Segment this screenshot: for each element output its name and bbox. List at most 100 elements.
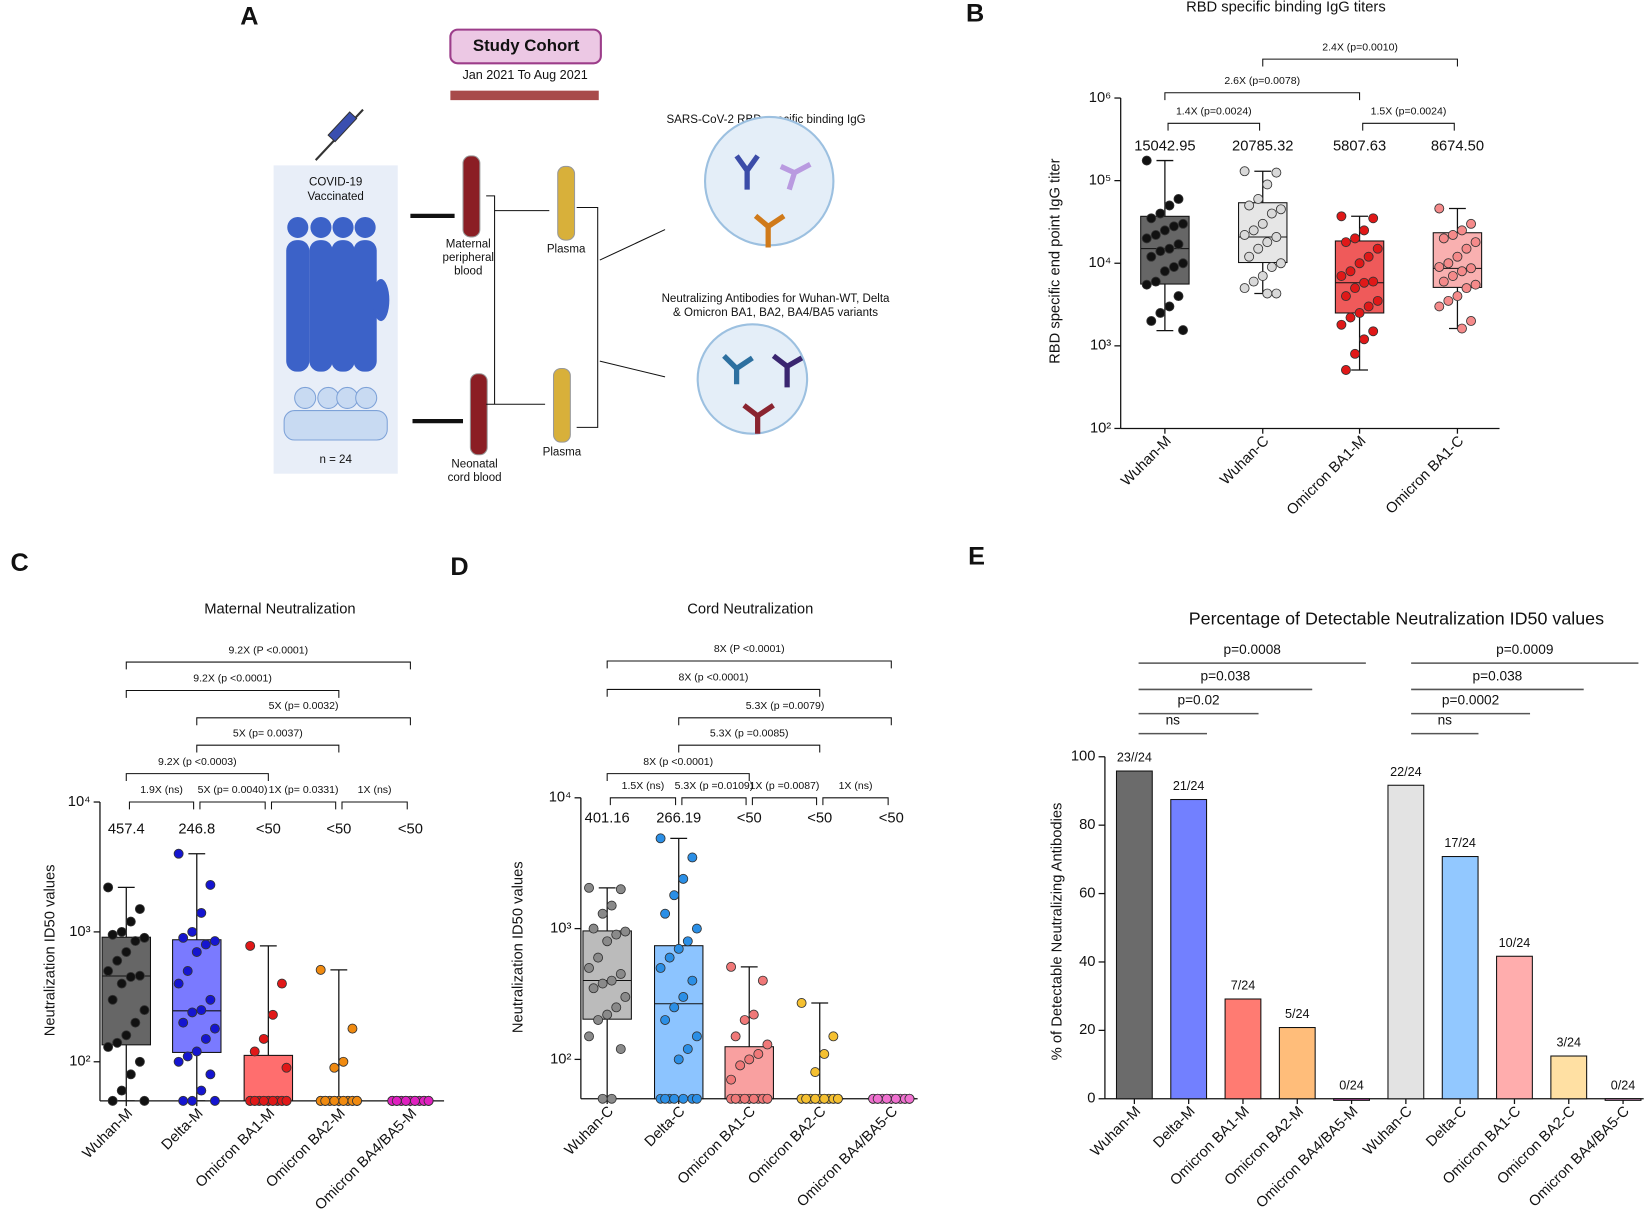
data-point: [819, 1093, 830, 1104]
data-point: [191, 947, 202, 957]
panel-a: A Study Cohort Jan 2021 To Aug 2021 COVI…: [240, 3, 890, 484]
data-point: [1275, 204, 1286, 215]
data-point: [1271, 167, 1282, 178]
assay-label: & Omicron BA1, BA2, BA4/BA5 variants: [673, 307, 878, 319]
data-point: [615, 884, 626, 895]
comparison-label: 5X (p= 0.0032): [269, 700, 339, 712]
data-point: [134, 904, 145, 914]
median-label: <50: [737, 811, 762, 827]
bar: [1550, 1055, 1588, 1100]
comparison-label: 8X (p <0.0001): [679, 672, 749, 684]
median-label: 401.16: [585, 811, 630, 827]
data-point: [173, 1056, 184, 1067]
data-point: [584, 882, 594, 893]
data-point: [205, 879, 216, 890]
maternal-label: blood: [454, 266, 482, 278]
comparison-label: 1X (p =0.0087): [750, 780, 820, 792]
data-point: [1470, 279, 1481, 290]
bracket: [751, 797, 818, 806]
median-label: 8674.50: [1431, 138, 1484, 154]
data-point: [669, 890, 680, 901]
data-point: [678, 873, 689, 884]
data-point: [1438, 276, 1449, 287]
bar: [1604, 1098, 1642, 1101]
plasma-label: Plasma: [543, 447, 582, 459]
data-point: [139, 1005, 150, 1016]
data-point: [748, 1009, 759, 1020]
data-point: [173, 978, 184, 989]
data-point: [178, 932, 189, 943]
data-point: [1146, 251, 1157, 262]
data-point: [1452, 291, 1463, 302]
y-tick-label: 10²: [550, 1051, 571, 1067]
data-point: [107, 994, 118, 1005]
data-point: [139, 1095, 150, 1106]
data-point: [1164, 243, 1175, 254]
y-tick-label: 0: [1087, 1091, 1095, 1107]
data-point: [1266, 208, 1277, 219]
data-point: [597, 978, 608, 989]
data-point: [1178, 218, 1188, 229]
data-point: [593, 952, 604, 963]
data-point: [178, 1095, 189, 1106]
data-point: [620, 926, 631, 937]
data-point: [682, 1044, 693, 1054]
data-point: [1257, 271, 1268, 281]
data-point: [196, 1085, 207, 1096]
bracket: [1167, 122, 1261, 131]
x-tick-label: Delta-C: [1423, 1103, 1470, 1150]
data-point: [1146, 316, 1157, 326]
data-point: [762, 1039, 773, 1050]
data-point: [1354, 258, 1365, 269]
assay-circle: [696, 323, 809, 435]
data-point: [828, 1031, 839, 1042]
x-tick-label: Wuhan-M: [1088, 1104, 1144, 1160]
data-point: [872, 1093, 883, 1104]
data-point: [196, 907, 207, 918]
comparison-label: 1.5X (ns): [622, 780, 665, 792]
data-point: [597, 1093, 608, 1104]
comparison-label: 9.2X (p <0.0003): [158, 756, 237, 768]
data-point: [1434, 203, 1445, 214]
data-point: [107, 929, 118, 940]
data-point: [1248, 276, 1259, 287]
data-point: [391, 1095, 402, 1106]
bar: [1170, 798, 1208, 1100]
data-point: [1262, 237, 1273, 248]
bracket: [270, 801, 337, 810]
bracket: [678, 744, 821, 753]
y-tick-label: 10⁶: [1089, 90, 1111, 106]
mothers: [286, 216, 390, 372]
data-point: [329, 1062, 340, 1073]
bracket: [606, 660, 892, 669]
data-point: [352, 1095, 362, 1106]
comparison-label: 8X (P <0.0001): [714, 643, 785, 655]
bracket: [125, 773, 269, 781]
comparison-label: 5X (p= 0.0040): [198, 784, 268, 796]
data-point: [673, 943, 684, 954]
data-point: [205, 994, 216, 1005]
data-point: [687, 975, 698, 986]
data-point: [134, 1056, 145, 1067]
data-point: [1271, 232, 1282, 242]
data-point: [191, 1046, 202, 1057]
data-point: [1164, 301, 1175, 312]
value-label: 10/24: [1499, 936, 1531, 950]
data-point: [739, 1093, 750, 1104]
data-point: [730, 1031, 741, 1042]
cohort-title: Study Cohort: [473, 36, 580, 55]
x-tick-label: Wuhan-M: [1118, 433, 1174, 489]
data-point: [1257, 218, 1268, 229]
data-point: [1239, 166, 1250, 177]
comparison-label: 9.2X (p <0.0001): [193, 673, 272, 685]
comparison-label: 5.3X (p =0.0085): [710, 727, 789, 739]
data-point: [602, 936, 613, 947]
data-point: [660, 1015, 671, 1025]
y-tick-label: 10³: [550, 920, 571, 936]
data-point: [409, 1095, 420, 1106]
data-point: [584, 963, 594, 973]
comparison-label: 1.9X (ns): [140, 784, 183, 796]
value-label: 7/24: [1231, 979, 1256, 993]
data-point: [1141, 233, 1152, 244]
comparison-label: p=0.0008: [1224, 642, 1281, 657]
